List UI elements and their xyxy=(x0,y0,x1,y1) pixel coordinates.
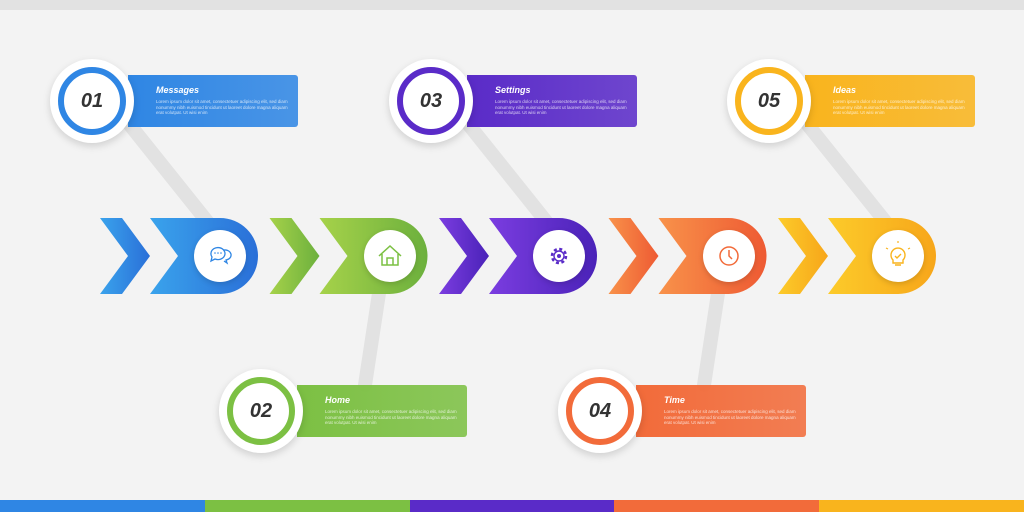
small-chevron xyxy=(100,218,150,294)
step-number-badge: 04 xyxy=(558,369,642,453)
step-icon-circle xyxy=(533,230,585,282)
step-number-badge: 05 xyxy=(727,59,811,143)
house-icon xyxy=(377,244,402,266)
step-number: 03 xyxy=(419,89,443,112)
step-description: Lorem ipsum dolor sit amet, consectetuer… xyxy=(325,409,457,425)
step-title: Settings xyxy=(495,85,531,95)
clock-icon xyxy=(718,246,739,266)
step-number: 05 xyxy=(757,89,781,112)
small-chevron xyxy=(269,218,320,294)
step-title: Ideas xyxy=(833,85,857,95)
step-number-badge: 02 xyxy=(219,369,303,453)
step-number: 01 xyxy=(80,89,104,112)
connector-line xyxy=(123,118,217,232)
step-title: Home xyxy=(325,395,351,405)
step-description: Lorem ipsum dolor sit amet, consectetuer… xyxy=(495,99,627,115)
step-title: Time xyxy=(664,395,685,405)
step-number-badge: 01 xyxy=(50,59,134,143)
step-number-badge: 03 xyxy=(389,59,473,143)
connector-line xyxy=(358,283,387,392)
top-bar xyxy=(0,0,1024,10)
step-description: Lorem ipsum dolor sit amet, consectetuer… xyxy=(156,99,288,115)
small-chevron xyxy=(439,218,489,294)
connector-line xyxy=(462,118,556,232)
color-stripe xyxy=(0,500,1024,512)
step-label-box: Time Lorem ipsum dolor sit amet, consecte… xyxy=(636,385,806,437)
step-label-box: Home Lorem ipsum dolor sit amet, consecte… xyxy=(297,385,467,437)
lightbulb-icon xyxy=(885,241,911,266)
step-number: 04 xyxy=(588,399,612,422)
chat-bubbles-icon xyxy=(210,246,232,265)
step-description: Lorem ipsum dolor sit amet, consectetuer… xyxy=(833,99,965,115)
step-number: 02 xyxy=(249,399,273,422)
step-description: Lorem ipsum dolor sit amet, consectetuer… xyxy=(664,409,796,425)
step-label-box: Settings Lorem ipsum dolor sit amet, cons… xyxy=(467,75,637,127)
step-icon-circle xyxy=(702,230,755,282)
step-title: Messages xyxy=(156,85,200,95)
step-label-box: Ideas Lorem ipsum dolor sit amet, consect… xyxy=(805,75,975,127)
step-icon-circle xyxy=(872,230,924,282)
step-icon-circle xyxy=(363,230,416,282)
gear-icon xyxy=(550,247,568,265)
connector-line xyxy=(801,118,895,232)
step-label-box: Messages Lorem ipsum dolor sit amet, cons… xyxy=(128,75,298,127)
step-icon-circle xyxy=(194,230,246,282)
connector-line xyxy=(697,283,726,392)
small-chevron xyxy=(608,218,659,294)
small-chevron xyxy=(778,218,828,294)
